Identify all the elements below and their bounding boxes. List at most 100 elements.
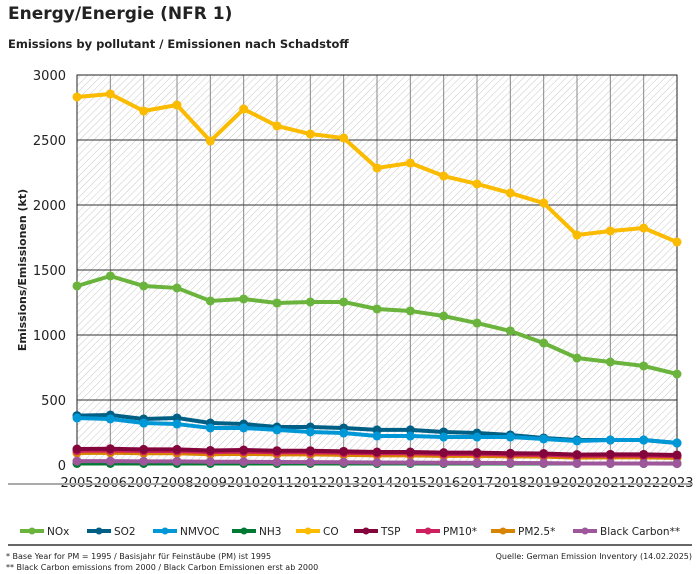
data-point bbox=[405, 306, 415, 316]
data-point bbox=[672, 459, 682, 469]
data-point bbox=[272, 298, 282, 308]
data-point bbox=[339, 297, 349, 307]
legend-marker bbox=[28, 527, 36, 535]
data-point bbox=[639, 435, 649, 445]
data-point bbox=[439, 171, 449, 181]
legend-marker bbox=[424, 527, 432, 535]
data-point bbox=[205, 296, 215, 306]
data-point bbox=[505, 188, 515, 198]
data-point bbox=[105, 89, 115, 99]
legend-label: NH3 bbox=[259, 526, 281, 538]
data-point bbox=[205, 136, 215, 146]
data-point bbox=[139, 418, 149, 428]
data-point bbox=[472, 318, 482, 328]
data-point bbox=[339, 457, 349, 467]
legend-marker bbox=[240, 527, 248, 535]
legend-label: SO2 bbox=[114, 526, 136, 538]
data-point bbox=[339, 428, 349, 438]
data-point bbox=[339, 133, 349, 143]
data-point bbox=[205, 445, 215, 455]
data-point bbox=[72, 92, 82, 102]
data-point bbox=[639, 458, 649, 468]
data-point bbox=[472, 458, 482, 468]
data-point bbox=[405, 447, 415, 457]
legend-label: PM2.5* bbox=[518, 526, 555, 538]
chart-subtitle: Emissions by pollutant / Emissionen nach… bbox=[8, 37, 349, 51]
data-point bbox=[205, 423, 215, 433]
data-point bbox=[239, 294, 249, 304]
data-point bbox=[405, 431, 415, 441]
data-point bbox=[72, 456, 82, 466]
legend-marker bbox=[362, 527, 370, 535]
data-point bbox=[505, 326, 515, 336]
legend-label: NMVOC bbox=[180, 526, 220, 538]
data-point bbox=[605, 226, 615, 236]
y-tick-label: 2000 bbox=[33, 199, 66, 214]
data-point bbox=[639, 223, 649, 233]
y-tick-label: 1500 bbox=[33, 264, 66, 279]
data-point bbox=[439, 311, 449, 321]
y-axis-label: Emissions/Emissionen (kt) bbox=[16, 189, 29, 351]
legend-label: CO bbox=[323, 526, 339, 538]
data-point bbox=[272, 425, 282, 435]
data-point bbox=[272, 457, 282, 467]
legend-marker bbox=[581, 527, 589, 535]
data-point bbox=[639, 449, 649, 459]
legend-marker bbox=[95, 527, 103, 535]
data-point bbox=[439, 432, 449, 442]
data-point bbox=[305, 457, 315, 467]
data-point bbox=[305, 427, 315, 437]
legend-marker bbox=[304, 527, 312, 535]
legend-marker bbox=[499, 527, 507, 535]
data-point bbox=[672, 237, 682, 247]
data-point bbox=[605, 435, 615, 445]
legend-label: TSP bbox=[380, 526, 400, 538]
data-point bbox=[239, 457, 249, 467]
data-point bbox=[472, 179, 482, 189]
y-tick-label: 3000 bbox=[33, 69, 66, 84]
data-point bbox=[72, 281, 82, 291]
data-point bbox=[139, 444, 149, 454]
data-point bbox=[172, 100, 182, 110]
y-tick-label: 2500 bbox=[33, 134, 66, 149]
data-point bbox=[105, 414, 115, 424]
data-point bbox=[439, 458, 449, 468]
data-point bbox=[239, 423, 249, 433]
data-point bbox=[305, 446, 315, 456]
data-point bbox=[105, 444, 115, 454]
data-point bbox=[405, 458, 415, 468]
data-point bbox=[172, 419, 182, 429]
data-point bbox=[105, 456, 115, 466]
data-point bbox=[505, 458, 515, 468]
y-tick-label: 500 bbox=[41, 394, 66, 409]
data-point bbox=[105, 271, 115, 281]
y-tick-label: 0 bbox=[58, 459, 66, 474]
data-point bbox=[72, 413, 82, 423]
data-point bbox=[672, 369, 682, 379]
data-point bbox=[472, 432, 482, 442]
data-point bbox=[372, 447, 382, 457]
data-point bbox=[372, 458, 382, 468]
data-point bbox=[539, 198, 549, 208]
data-point bbox=[605, 458, 615, 468]
legend-label: Black Carbon** bbox=[600, 526, 680, 538]
data-point bbox=[272, 121, 282, 131]
data-point bbox=[539, 434, 549, 444]
data-point bbox=[172, 456, 182, 466]
data-point bbox=[139, 456, 149, 466]
data-point bbox=[672, 438, 682, 448]
data-point bbox=[605, 449, 615, 459]
data-point bbox=[372, 431, 382, 441]
data-point bbox=[472, 448, 482, 458]
legend-label: NOx bbox=[47, 526, 69, 538]
data-point bbox=[605, 357, 615, 367]
data-point bbox=[305, 129, 315, 139]
legend-label: PM10* bbox=[443, 526, 477, 538]
footnote-pm: * Base Year for PM = 1995 / Basisjahr fü… bbox=[6, 552, 272, 561]
data-point bbox=[505, 432, 515, 442]
data-point bbox=[572, 450, 582, 460]
data-point bbox=[272, 446, 282, 456]
data-point bbox=[672, 450, 682, 460]
